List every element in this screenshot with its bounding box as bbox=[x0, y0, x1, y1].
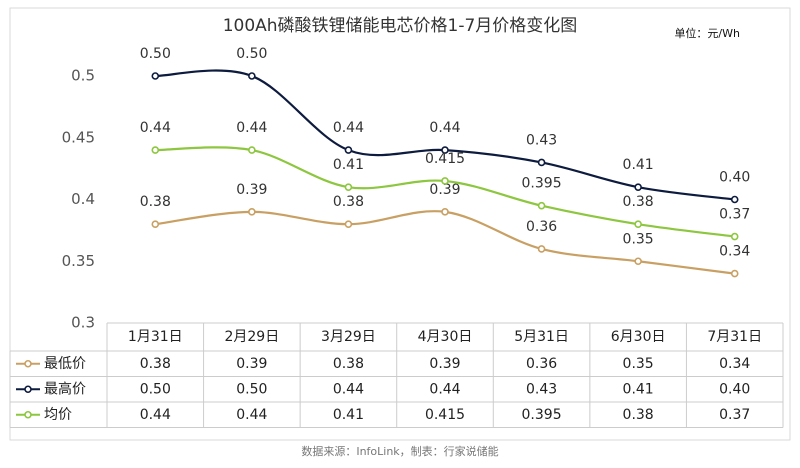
table-cell: 0.38 bbox=[140, 356, 171, 372]
data-point bbox=[248, 72, 256, 80]
data-label: 0.41 bbox=[333, 157, 364, 173]
data-point bbox=[537, 201, 546, 210]
table-cell: 0.50 bbox=[140, 381, 171, 397]
legend-label: 最高价 bbox=[44, 380, 86, 397]
data-point bbox=[344, 146, 353, 154]
data-label: 0.36 bbox=[526, 219, 557, 235]
chart-title: 100Ah磷酸铁锂储能电芯价格1-7月价格变化图 bbox=[223, 16, 578, 36]
data-label: 0.41 bbox=[623, 157, 654, 173]
data-label: 0.38 bbox=[333, 194, 364, 210]
table-cell: 0.34 bbox=[719, 356, 750, 372]
table-cell: 0.38 bbox=[333, 356, 364, 372]
legend-marker bbox=[24, 385, 32, 394]
data-point bbox=[634, 220, 642, 228]
table-cell: 0.44 bbox=[140, 407, 171, 423]
data-point bbox=[730, 269, 739, 278]
y-tick-label: 0.45 bbox=[62, 128, 95, 146]
x-tick-label: 4月30日 bbox=[418, 329, 473, 345]
table-cell: 0.44 bbox=[333, 381, 364, 397]
table-cell: 0.39 bbox=[429, 356, 460, 372]
x-tick-label: 7月31日 bbox=[707, 329, 762, 345]
chart-frame bbox=[9, 7, 791, 441]
data-point bbox=[537, 245, 546, 253]
y-tick-label: 0.3 bbox=[71, 314, 95, 332]
data-point bbox=[730, 195, 739, 204]
data-point bbox=[730, 232, 739, 241]
table-cell: 0.395 bbox=[522, 407, 562, 423]
data-point bbox=[634, 183, 642, 191]
data-point bbox=[344, 220, 353, 228]
y-tick-label: 0.4 bbox=[71, 190, 95, 208]
data-point bbox=[441, 177, 449, 185]
source-note: 数据来源：InfoLink，制表：行家说储能 bbox=[301, 444, 498, 458]
table-cell: 0.38 bbox=[623, 407, 654, 423]
data-label: 0.44 bbox=[140, 120, 171, 136]
data-point bbox=[151, 72, 160, 80]
data-label: 0.44 bbox=[429, 120, 460, 136]
table-cell: 0.36 bbox=[526, 356, 557, 372]
data-label: 0.43 bbox=[526, 132, 557, 148]
table-cell: 0.44 bbox=[429, 381, 460, 397]
legend-label: 最低价 bbox=[44, 356, 86, 372]
data-label: 0.44 bbox=[236, 120, 267, 136]
legend-marker bbox=[24, 410, 32, 419]
data-point bbox=[441, 146, 449, 154]
table-cell: 0.50 bbox=[236, 381, 267, 397]
table-cell: 0.44 bbox=[236, 407, 267, 423]
data-label: 0.39 bbox=[236, 182, 267, 198]
y-tick-label: 0.5 bbox=[71, 67, 95, 85]
x-tick-label: 3月29日 bbox=[321, 329, 376, 345]
data-label: 0.38 bbox=[140, 194, 171, 210]
data-label: 0.35 bbox=[623, 231, 654, 247]
table-cell: 0.39 bbox=[236, 356, 267, 372]
data-label: 0.44 bbox=[333, 120, 364, 136]
unit-label: 单位：元/Wh bbox=[674, 26, 740, 40]
table-cell: 0.41 bbox=[623, 381, 654, 397]
table-cell: 0.37 bbox=[719, 407, 750, 423]
data-point bbox=[441, 208, 449, 216]
data-label: 0.415 bbox=[425, 151, 465, 167]
legend-marker bbox=[24, 359, 32, 368]
data-point bbox=[151, 220, 160, 228]
table-cell: 0.43 bbox=[526, 381, 557, 397]
data-point bbox=[634, 257, 642, 266]
y-tick-label: 0.35 bbox=[62, 252, 95, 270]
table-cell: 0.40 bbox=[719, 381, 750, 397]
data-label: 0.40 bbox=[719, 170, 750, 186]
data-label: 0.50 bbox=[236, 46, 267, 62]
data-point bbox=[344, 183, 353, 191]
table-cell: 0.41 bbox=[333, 407, 364, 423]
x-tick-label: 6月30日 bbox=[611, 329, 666, 345]
data-point bbox=[248, 208, 256, 216]
data-label: 0.50 bbox=[140, 46, 171, 62]
legend-label: 均价 bbox=[44, 407, 72, 423]
data-point bbox=[151, 146, 160, 154]
table-cell: 0.415 bbox=[425, 407, 465, 423]
x-tick-label: 5月31日 bbox=[514, 329, 569, 345]
table-cell: 0.35 bbox=[623, 356, 654, 372]
x-tick-label: 2月29日 bbox=[224, 329, 279, 345]
data-label: 0.37 bbox=[719, 207, 750, 223]
data-label: 0.34 bbox=[719, 244, 750, 260]
data-point bbox=[537, 158, 546, 167]
data-label: 0.39 bbox=[429, 182, 460, 198]
data-label: 0.395 bbox=[522, 176, 562, 192]
data-point bbox=[248, 146, 256, 154]
x-tick-label: 1月31日 bbox=[128, 329, 183, 345]
data-label: 0.38 bbox=[623, 194, 654, 210]
